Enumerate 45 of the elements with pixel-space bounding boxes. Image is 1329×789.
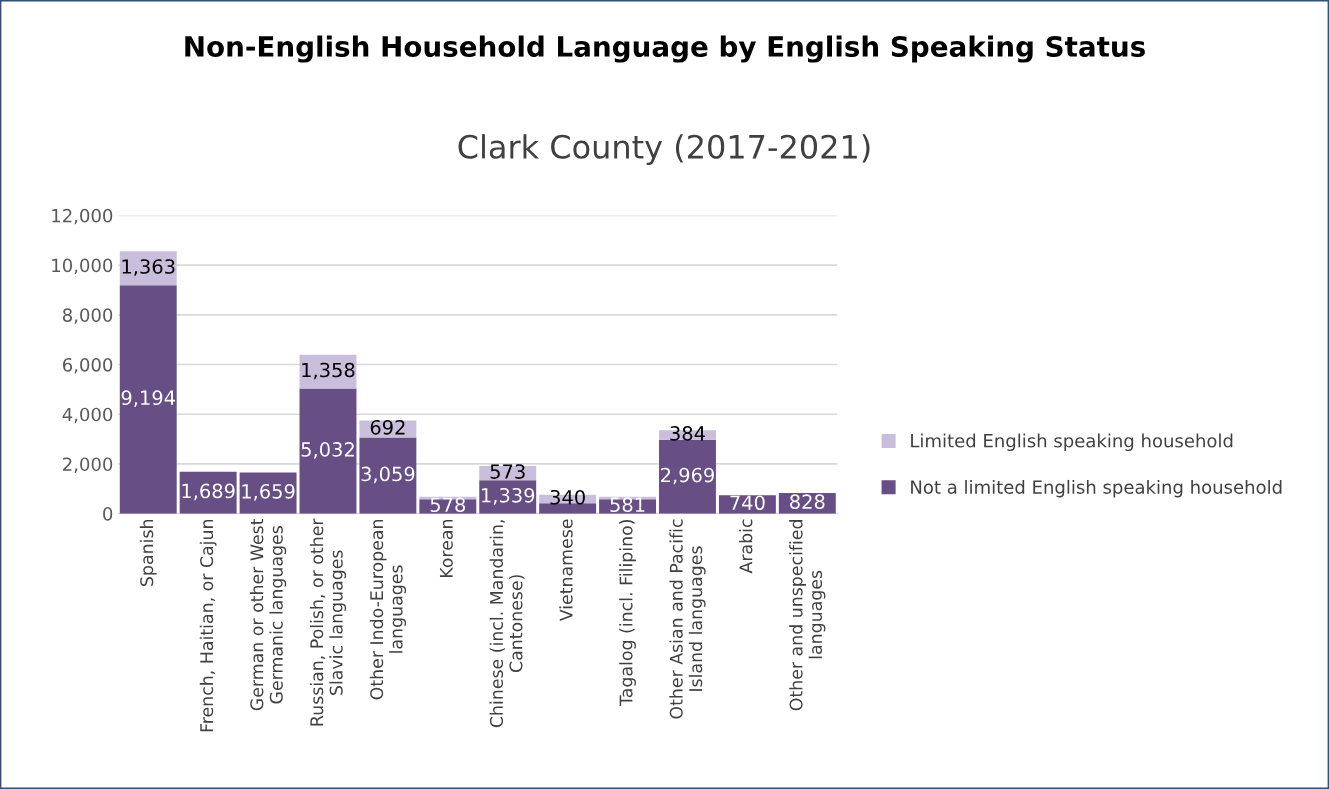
chart-subtitle: Clark County (2017-2021) — [458, 134, 870, 166]
y-tick-label: 6,000 — [62, 357, 113, 374]
y-tick-label: 0 — [103, 507, 113, 521]
y-tick-label: 4,000 — [62, 407, 113, 424]
x-tick-label: French, Haitian, or Cajun — [199, 519, 217, 732]
y-tick-label: 12,000 — [52, 208, 113, 225]
data-label: 340 — [550, 489, 585, 505]
data-label: 692 — [370, 419, 405, 435]
legend-label: Limited English speaking household — [911, 433, 1233, 452]
legend-label: Not a limited English speaking household — [911, 479, 1282, 498]
data-label: 573 — [490, 464, 525, 479]
x-tick-label: Spanish — [139, 519, 157, 586]
bar — [299, 388, 357, 514]
x-tick-label: Vietnamese — [559, 519, 573, 622]
data-label: 740 — [730, 495, 765, 511]
y-tick-label: 8,000 — [62, 308, 113, 324]
data-label: 1,659 — [242, 483, 295, 501]
data-label: 3,059 — [361, 466, 415, 484]
data-label: 1,339 — [482, 487, 535, 505]
data-label: 384 — [670, 426, 705, 441]
x-tick-label: Korean — [439, 519, 453, 578]
x-tick-label: German or other West Germanic languages — [249, 518, 287, 711]
x-tick-label: Tagalog (incl. Filipino) — [619, 519, 636, 707]
y-tick-label: 2,000 — [63, 457, 113, 473]
data-label: 5,032 — [301, 442, 354, 459]
data-label: 1,363 — [122, 259, 175, 276]
data-label: 578 — [430, 497, 466, 513]
data-label: 581 — [610, 497, 645, 513]
bar — [119, 285, 177, 514]
x-tick-label: Other Asian and Pacific Island languages — [669, 519, 706, 719]
bar — [359, 437, 417, 514]
data-label: 1,358 — [302, 362, 355, 380]
data-label: 828 — [790, 494, 825, 509]
chart-title: Non-English Household Language by English Speaking Status — [185, 35, 1145, 63]
data-label: 2,969 — [661, 467, 714, 485]
x-tick-label: Chinese (incl. Mandarin, Cantonese) — [489, 520, 525, 728]
data-label: 9,194 — [121, 390, 175, 408]
x-tick-label: Other and unspecified languages — [789, 520, 826, 711]
x-tick-label: Other Indo-European languages — [369, 519, 407, 700]
x-tick-label: Arabic — [739, 519, 753, 574]
bar — [539, 503, 597, 514]
x-tick-label: Russian, Polish, or other Slavic languages — [309, 518, 347, 726]
bar — [659, 439, 716, 514]
y-tick-label: 10,000 — [52, 258, 113, 275]
data-label: 1,689 — [182, 483, 235, 501]
